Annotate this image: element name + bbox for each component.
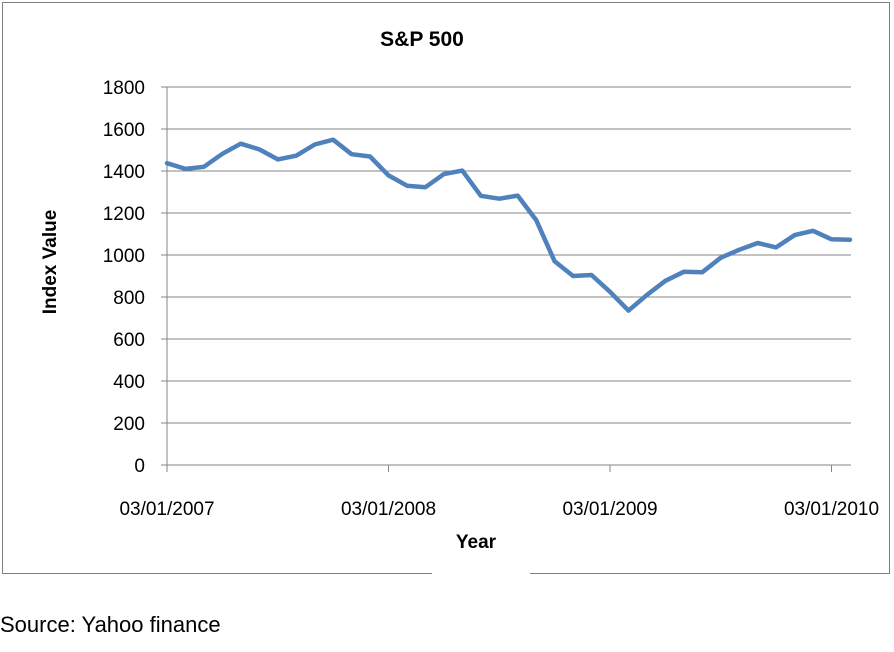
y-tick-label: 800 (113, 288, 145, 309)
y-tick-label: 200 (113, 414, 145, 435)
x-tick-label: 03/01/2008 (341, 499, 436, 520)
y-tick-label: 0 (134, 456, 145, 477)
chart-title: S&P 500 (380, 28, 464, 51)
y-tick-label: 1600 (103, 120, 145, 141)
x-axis-title: Year (456, 532, 497, 553)
frame-gap (432, 572, 530, 576)
y-axis-ticks: 0 200 400 600 800 1000 1200 1400 1600 1800 (103, 78, 167, 477)
sp500-line-chart: S&P 500 0 200 400 600 800 1000 1200 1400 1600 180… (40, 28, 879, 553)
y-tick-label: 1400 (103, 162, 145, 183)
y-tick-label: 400 (113, 372, 145, 393)
grid-lines (167, 86, 851, 424)
y-tick-label: 1200 (103, 204, 145, 225)
x-axis-ticks: 03/01/2007 03/01/2008 03/01/2009 03/01/2010 (119, 465, 879, 520)
source-note: Source: Yahoo finance (0, 612, 221, 637)
x-tick-label: 03/01/2010 (784, 499, 879, 520)
x-tick-label: 03/01/2009 (562, 499, 657, 520)
y-tick-label: 600 (113, 330, 145, 351)
y-axis-title: Index Value (40, 210, 61, 315)
x-tick-label: 03/01/2007 (119, 499, 214, 520)
series-line (164, 137, 853, 313)
y-tick-label: 1000 (103, 246, 145, 267)
series-layer (164, 137, 853, 313)
y-tick-label: 1800 (103, 78, 145, 99)
